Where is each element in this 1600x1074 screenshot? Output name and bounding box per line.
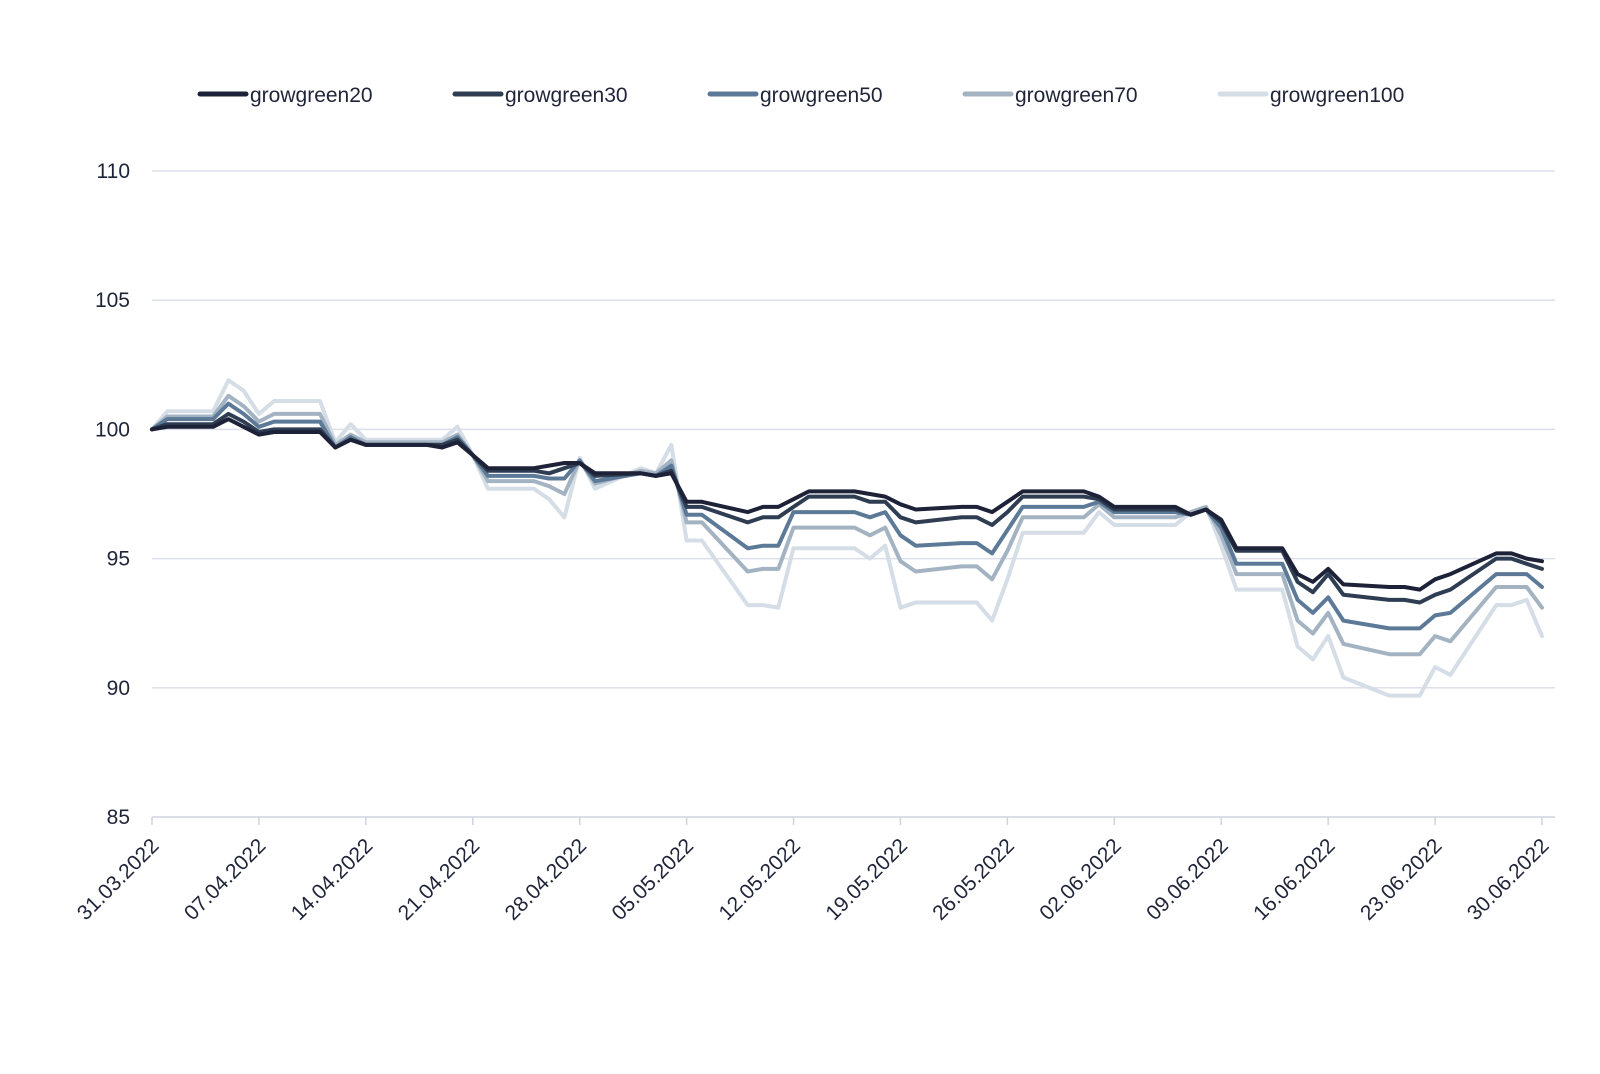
legend-item-growgreen50: growgreen50 (707, 84, 883, 107)
y-axis: 85 90 95 100 105 110 (95, 160, 130, 829)
legend-label: growgreen30 (505, 84, 628, 107)
x-tick-label: 07.04.2022 (180, 834, 271, 925)
legend-item-growgreen20: growgreen20 (197, 84, 373, 107)
legend-item-growgreen70: growgreen70 (962, 84, 1138, 107)
x-tick-label: 02.06.2022 (1035, 834, 1126, 925)
x-tick-label: 23.06.2022 (1356, 834, 1447, 925)
x-tick-label: 05.05.2022 (608, 834, 699, 925)
y-tick-label: 110 (97, 160, 130, 183)
x-tick-label: 12.05.2022 (714, 834, 805, 925)
x-tick-label: 31.03.2022 (73, 834, 164, 925)
legend-label: growgreen70 (1015, 84, 1138, 107)
y-tick-label: 90 (107, 677, 130, 700)
series-line-growgreen20 (150, 417, 1544, 592)
series-line-growgreen70 (150, 393, 1544, 657)
y-tick-label: 95 (107, 548, 130, 571)
legend-item-growgreen30: growgreen30 (452, 84, 628, 107)
series-group (150, 378, 1544, 698)
x-tick-label: 26.05.2022 (928, 834, 1019, 925)
x-tick-label: 21.04.2022 (394, 834, 485, 925)
legend-label: growgreen20 (250, 84, 373, 107)
gridlines (152, 170, 1555, 818)
x-tick-label: 14.04.2022 (287, 834, 378, 925)
x-axis: 31.03.2022 07.04.2022 14.04.2022 21.04.2022… (73, 817, 1554, 925)
x-tick-label: 09.06.2022 (1142, 834, 1233, 925)
series-line-growgreen100 (150, 378, 1544, 698)
y-tick-label: 85 (107, 806, 130, 829)
legend-item-growgreen100: growgreen100 (1217, 84, 1404, 107)
legend-label: growgreen100 (1270, 84, 1404, 107)
x-tick-label: 30.06.2022 (1463, 834, 1554, 925)
x-tick-label: 19.05.2022 (821, 834, 912, 925)
legend: growgreen20 growgreen30 growgreen50 growgre… (197, 84, 1404, 107)
y-tick-label: 105 (95, 289, 130, 312)
legend-label: growgreen50 (760, 84, 883, 107)
series-line-growgreen50 (150, 401, 1544, 631)
y-tick-label: 100 (95, 418, 130, 441)
x-tick-label: 16.06.2022 (1249, 834, 1340, 925)
x-tick-label: 28.04.2022 (501, 834, 592, 925)
